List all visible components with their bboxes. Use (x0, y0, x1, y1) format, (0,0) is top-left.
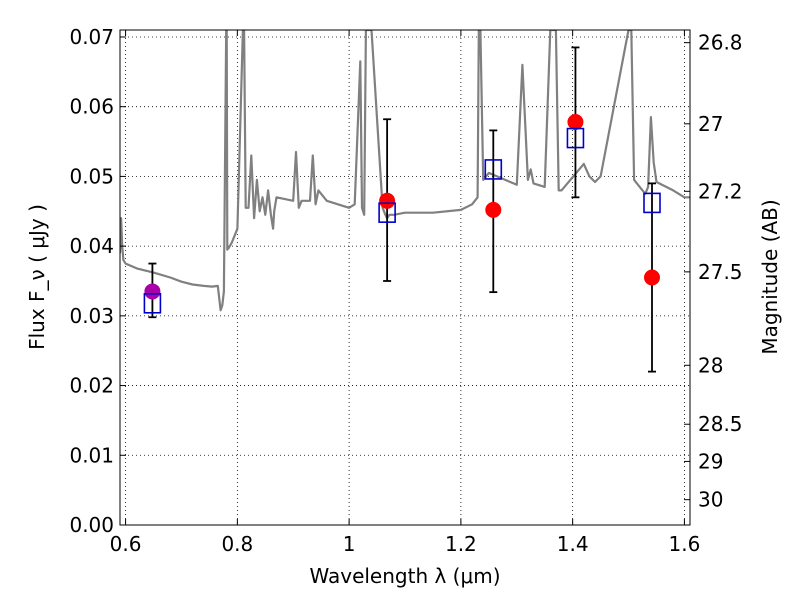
y-tick-label: 0.05 (69, 164, 114, 188)
model-point-square (143, 292, 162, 314)
data-point-circle (485, 201, 502, 218)
y2-tick-label: 27.2 (698, 179, 743, 203)
plot-background (120, 30, 690, 525)
y2-tick-label: 30 (698, 488, 723, 512)
plot-area (120, 30, 690, 373)
y2-tick-label: 29 (698, 449, 723, 473)
x-tick-label: 0.6 (110, 532, 142, 556)
y-tick-label: 0.07 (69, 25, 114, 49)
y-tick-label: 0.01 (69, 443, 114, 467)
model-point-square (484, 159, 503, 180)
x-tick-label: 1.2 (445, 532, 477, 556)
x-axis-label: Wavelength λ (μm) (309, 564, 500, 588)
x-tick-label: 1.6 (669, 532, 701, 556)
model-point-square (566, 127, 585, 149)
template-spectrum-line (120, 30, 690, 312)
y-axis-ticks: 0.00 0.01 0.02 0.03 0.04 0.05 0.06 0.07 (69, 25, 126, 537)
y2-tick-label: 27 (698, 112, 723, 136)
y2-tick-label: 26.8 (698, 31, 743, 55)
x-axis-ticks: 0.6 0.8 1 1.2 1.4 1.6 (110, 30, 701, 556)
data-markers (143, 114, 661, 314)
y2-axis-label: Magnitude (AB) (758, 199, 782, 354)
x-tick-label: 0.8 (221, 532, 253, 556)
data-point-circle (644, 269, 660, 286)
y-tick-label: 0.04 (69, 234, 114, 258)
x-tick-label: 1 (343, 532, 356, 556)
y2-tick-label: 28 (698, 353, 723, 377)
model-point-square (643, 192, 661, 214)
y2-axis-ticks: 26.8 27 27.2 27.5 28 28.5 29 30 (684, 31, 743, 512)
y-tick-label: 0.02 (69, 374, 114, 398)
y-tick-label: 0.06 (69, 95, 114, 119)
data-point-circle (379, 192, 396, 209)
y2-tick-label: 28.5 (698, 412, 743, 436)
data-point-circle (144, 283, 161, 300)
y-axis-label: Flux F_ν ( μJy ) (25, 204, 49, 350)
model-point-square (378, 202, 396, 223)
grid (120, 30, 690, 525)
y-tick-label: 0.00 (69, 513, 114, 537)
plot-frame (119, 29, 691, 526)
y2-tick-label: 27.5 (698, 260, 743, 284)
y-tick-label: 0.03 (69, 304, 114, 328)
data-point-circle (567, 114, 584, 131)
x-tick-label: 1.4 (557, 532, 589, 556)
